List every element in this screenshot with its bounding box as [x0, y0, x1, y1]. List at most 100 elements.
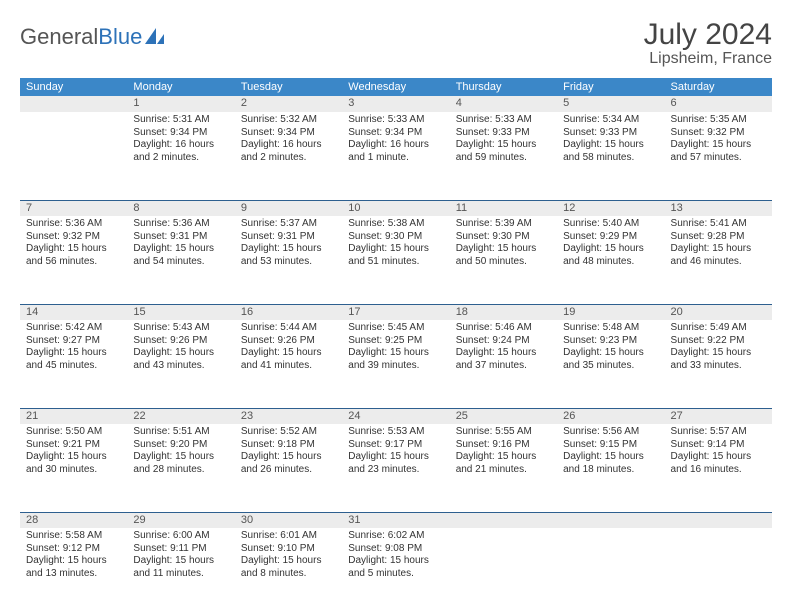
day-details: Sunrise: 5:33 AMSunset: 9:33 PMDaylight:…	[450, 112, 557, 168]
day-cell: Sunrise: 5:53 AMSunset: 9:17 PMDaylight:…	[342, 424, 449, 512]
day-cell: Sunrise: 5:33 AMSunset: 9:33 PMDaylight:…	[450, 112, 557, 200]
day-details: Sunrise: 5:36 AMSunset: 9:31 PMDaylight:…	[127, 216, 234, 272]
day-number-cell: 18	[450, 304, 557, 320]
day-cell: Sunrise: 5:55 AMSunset: 9:16 PMDaylight:…	[450, 424, 557, 512]
page-header: GeneralBlue July 2024 Lipsheim, France	[20, 18, 772, 68]
day-cell	[665, 528, 772, 616]
day-number-cell: 26	[557, 408, 664, 424]
day-number-cell: 11	[450, 200, 557, 216]
day-cell: Sunrise: 5:49 AMSunset: 9:22 PMDaylight:…	[665, 320, 772, 408]
sail-icon	[144, 26, 166, 49]
day-cell: Sunrise: 5:58 AMSunset: 9:12 PMDaylight:…	[20, 528, 127, 616]
day-number-cell: 15	[127, 304, 234, 320]
day-number-cell: 5	[557, 96, 664, 112]
day-details: Sunrise: 5:38 AMSunset: 9:30 PMDaylight:…	[342, 216, 449, 272]
day-number-cell	[450, 512, 557, 528]
day-cell: Sunrise: 5:56 AMSunset: 9:15 PMDaylight:…	[557, 424, 664, 512]
day-details: Sunrise: 5:55 AMSunset: 9:16 PMDaylight:…	[450, 424, 557, 480]
day-cell: Sunrise: 5:38 AMSunset: 9:30 PMDaylight:…	[342, 216, 449, 304]
weekday-header: Sunday	[20, 78, 127, 96]
day-cell: Sunrise: 5:39 AMSunset: 9:30 PMDaylight:…	[450, 216, 557, 304]
day-number-row: 21222324252627	[20, 408, 772, 424]
day-details: Sunrise: 5:52 AMSunset: 9:18 PMDaylight:…	[235, 424, 342, 480]
day-number-cell: 28	[20, 512, 127, 528]
brand-text: GeneralBlue	[20, 24, 142, 50]
day-details: Sunrise: 5:56 AMSunset: 9:15 PMDaylight:…	[557, 424, 664, 480]
day-cell: Sunrise: 5:32 AMSunset: 9:34 PMDaylight:…	[235, 112, 342, 200]
weekday-header: Monday	[127, 78, 234, 96]
calendar-table: SundayMondayTuesdayWednesdayThursdayFrid…	[20, 78, 772, 616]
day-number-row: 123456	[20, 96, 772, 112]
day-cell: Sunrise: 5:37 AMSunset: 9:31 PMDaylight:…	[235, 216, 342, 304]
day-cell: Sunrise: 6:00 AMSunset: 9:11 PMDaylight:…	[127, 528, 234, 616]
weekday-header: Saturday	[665, 78, 772, 96]
day-number-cell	[20, 96, 127, 112]
day-details: Sunrise: 5:36 AMSunset: 9:32 PMDaylight:…	[20, 216, 127, 272]
day-number-cell: 10	[342, 200, 449, 216]
day-number-cell: 24	[342, 408, 449, 424]
day-details: Sunrise: 5:40 AMSunset: 9:29 PMDaylight:…	[557, 216, 664, 272]
day-number-cell	[665, 512, 772, 528]
day-details: Sunrise: 5:57 AMSunset: 9:14 PMDaylight:…	[665, 424, 772, 480]
day-number-cell: 20	[665, 304, 772, 320]
day-details: Sunrise: 5:41 AMSunset: 9:28 PMDaylight:…	[665, 216, 772, 272]
day-details: Sunrise: 5:58 AMSunset: 9:12 PMDaylight:…	[20, 528, 127, 584]
day-cell	[450, 528, 557, 616]
day-number-cell: 29	[127, 512, 234, 528]
day-number-cell: 4	[450, 96, 557, 112]
day-cell: Sunrise: 5:57 AMSunset: 9:14 PMDaylight:…	[665, 424, 772, 512]
day-details: Sunrise: 5:34 AMSunset: 9:33 PMDaylight:…	[557, 112, 664, 168]
day-details: Sunrise: 5:51 AMSunset: 9:20 PMDaylight:…	[127, 424, 234, 480]
brand-part1: General	[20, 24, 98, 49]
day-number-cell: 25	[450, 408, 557, 424]
day-cell: Sunrise: 5:36 AMSunset: 9:32 PMDaylight:…	[20, 216, 127, 304]
weekday-header: Thursday	[450, 78, 557, 96]
day-content-row: Sunrise: 5:42 AMSunset: 9:27 PMDaylight:…	[20, 320, 772, 408]
day-cell	[20, 112, 127, 200]
day-number-cell: 12	[557, 200, 664, 216]
day-details: Sunrise: 5:33 AMSunset: 9:34 PMDaylight:…	[342, 112, 449, 168]
day-number-cell: 19	[557, 304, 664, 320]
day-cell: Sunrise: 6:01 AMSunset: 9:10 PMDaylight:…	[235, 528, 342, 616]
day-cell: Sunrise: 5:33 AMSunset: 9:34 PMDaylight:…	[342, 112, 449, 200]
brand-logo: GeneralBlue	[20, 24, 166, 50]
day-number-cell: 27	[665, 408, 772, 424]
day-number-row: 14151617181920	[20, 304, 772, 320]
day-number-cell	[557, 512, 664, 528]
day-number-cell: 7	[20, 200, 127, 216]
day-details: Sunrise: 5:53 AMSunset: 9:17 PMDaylight:…	[342, 424, 449, 480]
day-content-row: Sunrise: 5:50 AMSunset: 9:21 PMDaylight:…	[20, 424, 772, 512]
day-number-cell: 21	[20, 408, 127, 424]
location-subtitle: Lipsheim, France	[644, 50, 772, 68]
day-details: Sunrise: 5:32 AMSunset: 9:34 PMDaylight:…	[235, 112, 342, 168]
day-number-cell: 13	[665, 200, 772, 216]
day-details: Sunrise: 5:48 AMSunset: 9:23 PMDaylight:…	[557, 320, 664, 376]
day-cell: Sunrise: 5:36 AMSunset: 9:31 PMDaylight:…	[127, 216, 234, 304]
day-details: Sunrise: 5:42 AMSunset: 9:27 PMDaylight:…	[20, 320, 127, 376]
title-block: July 2024 Lipsheim, France	[644, 18, 772, 68]
day-number-cell: 22	[127, 408, 234, 424]
day-number-cell: 3	[342, 96, 449, 112]
day-number-cell: 9	[235, 200, 342, 216]
day-cell: Sunrise: 5:48 AMSunset: 9:23 PMDaylight:…	[557, 320, 664, 408]
day-details: Sunrise: 5:50 AMSunset: 9:21 PMDaylight:…	[20, 424, 127, 480]
day-details: Sunrise: 5:44 AMSunset: 9:26 PMDaylight:…	[235, 320, 342, 376]
day-number-row: 78910111213	[20, 200, 772, 216]
day-number-cell: 30	[235, 512, 342, 528]
day-details: Sunrise: 6:00 AMSunset: 9:11 PMDaylight:…	[127, 528, 234, 584]
day-cell: Sunrise: 5:35 AMSunset: 9:32 PMDaylight:…	[665, 112, 772, 200]
day-number-cell: 16	[235, 304, 342, 320]
day-cell: Sunrise: 5:42 AMSunset: 9:27 PMDaylight:…	[20, 320, 127, 408]
day-details: Sunrise: 5:31 AMSunset: 9:34 PMDaylight:…	[127, 112, 234, 168]
day-cell: Sunrise: 5:31 AMSunset: 9:34 PMDaylight:…	[127, 112, 234, 200]
day-details: Sunrise: 5:46 AMSunset: 9:24 PMDaylight:…	[450, 320, 557, 376]
day-details: Sunrise: 5:45 AMSunset: 9:25 PMDaylight:…	[342, 320, 449, 376]
day-number-cell: 23	[235, 408, 342, 424]
day-details: Sunrise: 5:37 AMSunset: 9:31 PMDaylight:…	[235, 216, 342, 272]
day-cell: Sunrise: 5:43 AMSunset: 9:26 PMDaylight:…	[127, 320, 234, 408]
day-content-row: Sunrise: 5:58 AMSunset: 9:12 PMDaylight:…	[20, 528, 772, 616]
day-number-cell: 1	[127, 96, 234, 112]
day-number-cell: 14	[20, 304, 127, 320]
day-number-cell: 31	[342, 512, 449, 528]
day-content-row: Sunrise: 5:36 AMSunset: 9:32 PMDaylight:…	[20, 216, 772, 304]
